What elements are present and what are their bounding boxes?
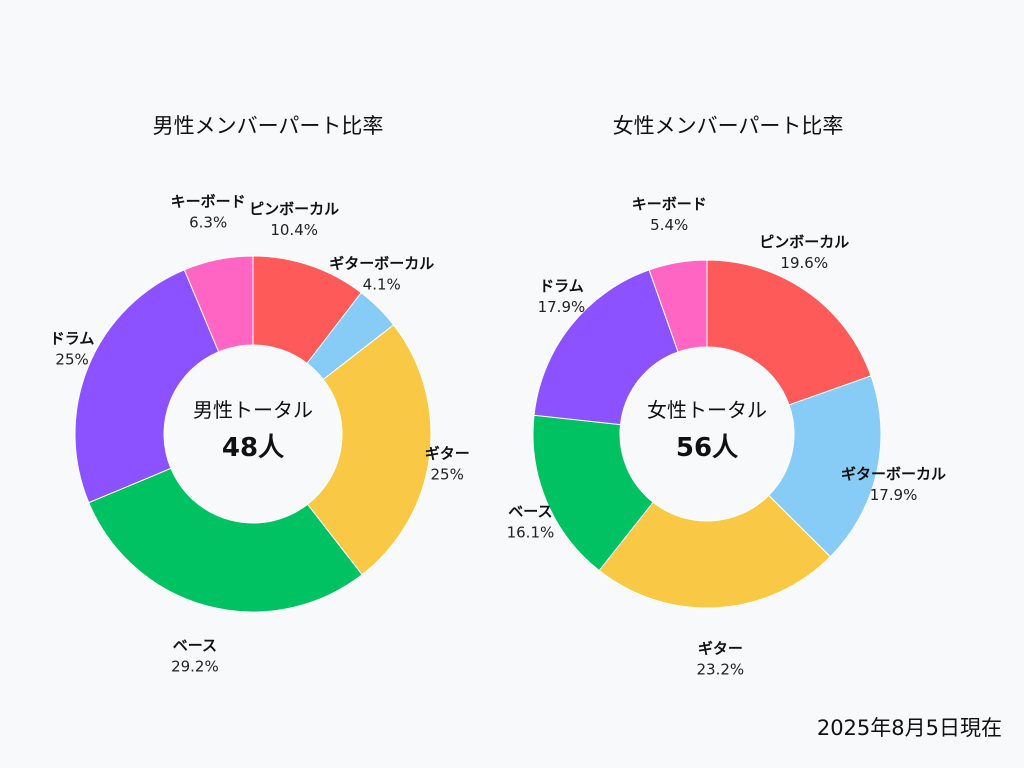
- female-value-guitar: 23.2%: [697, 661, 745, 679]
- female-label-keyboard: キーボード: [632, 195, 707, 213]
- male-value-guitar-vocal: 4.1%: [363, 275, 401, 293]
- as-of-date: 2025年8月5日現在: [816, 716, 1002, 740]
- female-donut: ピンボーカル 19.6% ギターボーカル 17.9% ギター 23.2% ベース 16.1% ド…: [507, 195, 946, 678]
- male-value-drums: 25%: [55, 350, 88, 368]
- male-value-guitar: 25%: [431, 466, 464, 484]
- female-label-pin-vocal: ピンボーカル: [759, 233, 849, 251]
- female-value-bass: 16.1%: [507, 524, 555, 542]
- male-value-keyboard: 6.3%: [189, 213, 227, 231]
- male-label-bass: ベース: [173, 636, 217, 654]
- female-value-drums: 17.9%: [538, 298, 586, 316]
- male-label-keyboard: キーボード: [171, 192, 246, 210]
- female-value-keyboard: 5.4%: [650, 216, 688, 234]
- male-slice-keyboard: [183, 255, 254, 353]
- male-label-drums: ドラム: [50, 329, 95, 347]
- female-label-drums: ドラム: [539, 277, 584, 295]
- female-slice-keyboard: [648, 259, 708, 353]
- female-label-guitar: ギター: [698, 640, 743, 658]
- male-value-pin-vocal: 10.4%: [270, 221, 318, 239]
- female-label-bass: ベース: [508, 503, 552, 521]
- male-center-value: 48人: [222, 433, 284, 463]
- male-slice-guitar: [306, 324, 432, 576]
- male-slice-drums: [74, 269, 220, 504]
- male-label-guitar: ギター: [425, 445, 470, 463]
- male-label-pin-vocal: ピンボーカル: [249, 200, 339, 218]
- female-value-pin-vocal: 19.6%: [780, 254, 828, 272]
- female-label-guitar-vocal: ギターボーカル: [841, 465, 946, 483]
- female-slice-guitar-vocal: [767, 375, 882, 558]
- female-slice-pin-vocal: [706, 259, 872, 406]
- female-chart-title: 女性メンバーパート比率: [612, 114, 844, 138]
- male-center-label: 男性トータル: [193, 398, 313, 422]
- male-donut: ピンボーカル 10.4% ギターボーカル 4.1% ギター 25% ベース 29.2% ドラム 2…: [50, 192, 470, 675]
- male-label-guitar-vocal: ギターボーカル: [329, 254, 434, 272]
- female-slice-guitar: [598, 494, 832, 609]
- female-value-guitar-vocal: 17.9%: [870, 486, 918, 504]
- male-value-bass: 29.2%: [171, 657, 219, 675]
- female-slice-drums: [533, 269, 679, 426]
- female-center-value: 56人: [676, 433, 738, 463]
- female-center-label: 女性トータル: [647, 398, 767, 422]
- male-chart-title: 男性メンバーパート比率: [152, 114, 384, 138]
- male-slice-bass: [88, 467, 363, 613]
